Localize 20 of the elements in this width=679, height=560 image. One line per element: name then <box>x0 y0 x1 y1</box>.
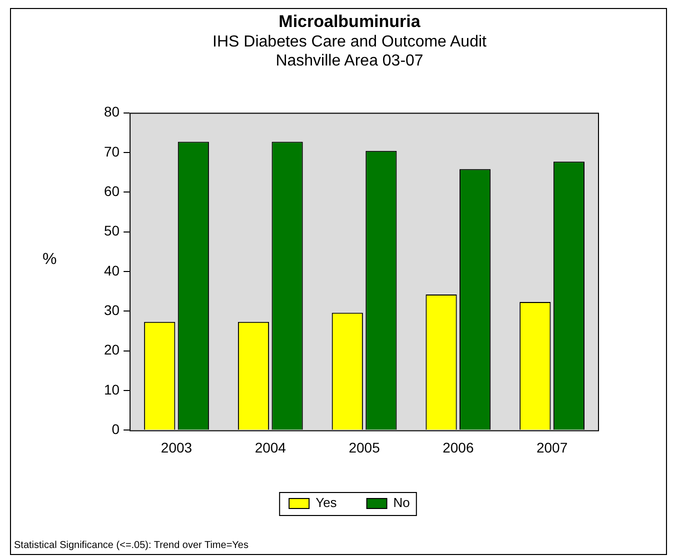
x-tick-label: 2007 <box>536 439 568 456</box>
text: Statistical Significance (<=.05): Trend over Time=Yes <box>14 540 248 551</box>
x-tick-label: 2006 <box>442 439 474 456</box>
y-tick-label: 40 <box>104 262 120 278</box>
y-tick-label: 10 <box>104 381 120 398</box>
chart-title: Microalbuminuria <box>278 12 421 31</box>
y-tick-label: 30 <box>104 302 120 318</box>
y-axis-title: % <box>42 250 57 268</box>
x-tick-label: 2004 <box>254 439 286 456</box>
y-tick-label: 80 <box>104 104 120 120</box>
chart-subtitle: IHS Diabetes Care and Outcome Audit Nashville Area 03-07 <box>212 33 488 70</box>
legend-label: Yes <box>316 495 338 510</box>
y-tick-label: 20 <box>104 342 120 358</box>
x-tick-label: 2005 <box>348 439 380 456</box>
x-tick-label: 2003 <box>160 439 192 456</box>
legend-label: No <box>393 495 410 510</box>
y-tick-label: 50 <box>104 222 120 239</box>
y-tick-label: 60 <box>104 183 120 200</box>
y-tick-label: 0 <box>112 421 120 438</box>
y-tick-label: 70 <box>104 143 120 160</box>
